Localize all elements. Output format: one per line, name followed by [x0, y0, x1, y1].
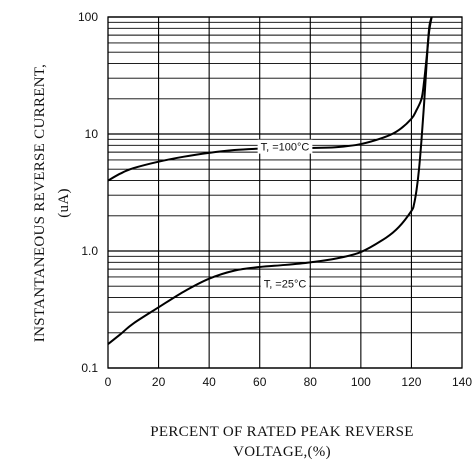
annotation-100c: T, =100°C	[261, 142, 310, 154]
annotation-25c: T, =25°C	[264, 278, 307, 290]
x-tick-label: 40	[202, 375, 216, 389]
series-line-100c	[107, 16, 433, 182]
x-tick-label: 100	[351, 375, 371, 389]
x-axis-label-line1: PERCENT OF RATED PEAK REVERSE	[150, 424, 413, 440]
x-tick-label: 20	[152, 375, 166, 389]
annotation-background	[257, 139, 313, 154]
x-tick-label: 120	[401, 375, 421, 389]
y-tick-label: 100	[78, 10, 98, 24]
y-tick-label: 0.1	[81, 361, 98, 375]
tick-labels: 0 20 40 60 80 100 120 140 0.1 1.0 10 100	[78, 10, 472, 389]
series-group	[107, 16, 433, 345]
annotation-background	[260, 276, 310, 291]
x-tick-label: 0	[105, 375, 112, 389]
x-tick-label: 80	[304, 375, 318, 389]
y-tick-label: 1.0	[81, 244, 98, 258]
plot-frame	[107, 16, 463, 369]
annotations: T, =100°C T, =25°C	[257, 139, 313, 291]
x-axis-label-line2: VOLTAGE,(%)	[233, 444, 331, 460]
x-tick-label: 140	[452, 375, 472, 389]
y-axis-unit: (uA)	[56, 188, 72, 218]
x-tick-label: 60	[253, 375, 267, 389]
grid	[107, 16, 463, 369]
y-axis-label: INSTANTANEOUS REVERSE CURRENT,	[32, 64, 48, 342]
y-tick-label: 10	[85, 127, 99, 141]
series-line-25c	[107, 16, 433, 345]
